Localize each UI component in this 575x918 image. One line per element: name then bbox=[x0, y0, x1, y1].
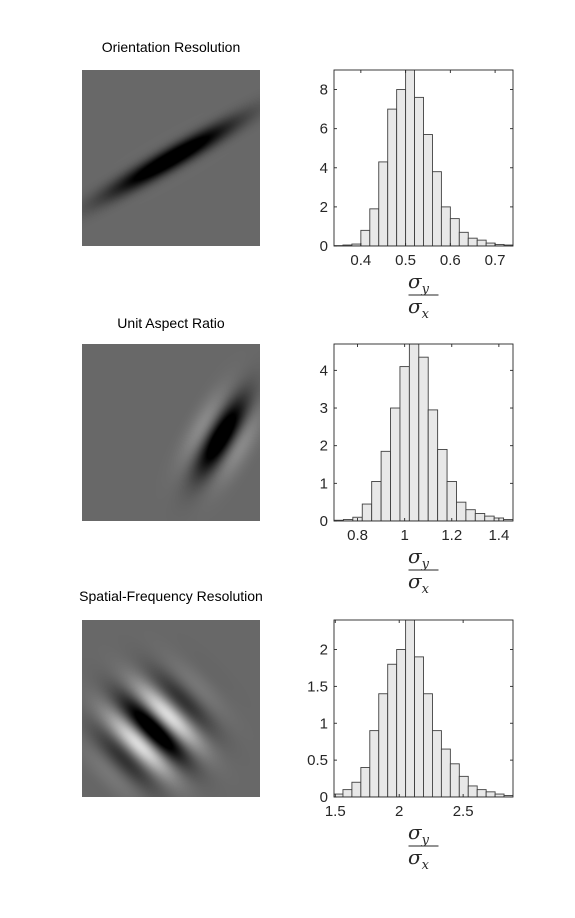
x-label-numerator: σy bbox=[408, 820, 430, 848]
histogram-bar bbox=[467, 785, 478, 797]
x-tick-label: 2.5 bbox=[453, 803, 474, 820]
x-tick-label: 0.4 bbox=[350, 252, 371, 269]
histogram-bar bbox=[378, 161, 389, 246]
histogram-bar bbox=[414, 656, 424, 797]
panel-title: Spatial-Frequency Resolution bbox=[79, 588, 263, 604]
y-tick-label: 6 bbox=[320, 121, 328, 138]
gabor-filter-image bbox=[82, 344, 260, 521]
gabor-filter-image bbox=[82, 70, 260, 246]
histogram-bar bbox=[351, 781, 362, 797]
bars bbox=[334, 344, 513, 521]
panel-title: Unit Aspect Ratio bbox=[117, 315, 225, 331]
bars bbox=[334, 620, 513, 797]
histogram-bar bbox=[342, 789, 353, 797]
histogram-bar bbox=[387, 663, 398, 797]
histogram-bar bbox=[432, 171, 442, 246]
y-tick-label: 1 bbox=[320, 715, 328, 732]
plot-frame bbox=[333, 343, 514, 522]
histogram-bar bbox=[371, 481, 382, 521]
x-label-denominator: σx bbox=[408, 845, 430, 873]
histogram-bar bbox=[485, 791, 496, 797]
histogram-bar bbox=[449, 763, 460, 797]
y-tick-label: 2 bbox=[320, 438, 328, 455]
x-tick-label: 1.4 bbox=[488, 527, 509, 544]
histogram-bar bbox=[378, 693, 389, 797]
histogram-bar bbox=[387, 108, 398, 246]
histogram-bar bbox=[408, 344, 420, 521]
gabor-filter-image bbox=[82, 620, 260, 797]
histogram-bar bbox=[440, 748, 451, 797]
x-tick-label: 0.8 bbox=[347, 527, 368, 544]
histogram-bar bbox=[360, 767, 371, 797]
histogram-bar bbox=[484, 515, 495, 521]
y-tick-label: 8 bbox=[320, 82, 328, 99]
histogram-bar bbox=[456, 501, 467, 521]
histogram-bar bbox=[465, 509, 476, 521]
histogram-bar bbox=[414, 96, 424, 246]
histogram-bar bbox=[440, 206, 451, 246]
y-tick-label: 3 bbox=[320, 400, 328, 417]
plot-frame bbox=[333, 69, 514, 247]
histogram-bar bbox=[458, 231, 469, 246]
histogram-bar bbox=[369, 730, 380, 797]
y-tick-label: 0 bbox=[320, 513, 328, 530]
histogram-bar bbox=[360, 229, 371, 246]
x-label-denominator: σx bbox=[408, 294, 430, 322]
histogram-bar bbox=[476, 789, 487, 797]
histogram-bar bbox=[369, 208, 380, 246]
histogram-bar bbox=[399, 366, 410, 521]
histogram-bar bbox=[405, 620, 416, 797]
histogram-bar bbox=[380, 450, 391, 521]
y-tick-label: 2 bbox=[320, 199, 328, 216]
histogram-bar bbox=[423, 134, 433, 246]
histogram-bar bbox=[396, 649, 407, 797]
y-tick-label: 1 bbox=[320, 475, 328, 492]
histogram-bar bbox=[474, 513, 486, 521]
x-tick-label: 2 bbox=[395, 803, 403, 820]
histogram-bar bbox=[423, 693, 433, 797]
bars bbox=[334, 70, 513, 246]
histogram-bar bbox=[449, 218, 460, 246]
x-label-numerator: σy bbox=[408, 544, 430, 572]
histogram-bar bbox=[361, 503, 373, 521]
y-tick-label: 4 bbox=[320, 362, 328, 379]
y-tick-label: 1.5 bbox=[307, 678, 328, 695]
histogram-bar bbox=[427, 409, 439, 521]
y-tick-label: 4 bbox=[320, 160, 328, 177]
y-tick-label: 2 bbox=[320, 642, 328, 659]
panel-1: Orientation Resolution 0.4 0.5 0.6 0.7 0 2 4 6 8 σ… bbox=[82, 39, 514, 322]
histogram-bar bbox=[396, 89, 407, 246]
x-tick-label: 1.5 bbox=[325, 803, 346, 820]
y-tick-label: 0 bbox=[320, 238, 328, 255]
x-tick-label: 1.2 bbox=[441, 527, 462, 544]
x-label-denominator: σx bbox=[408, 569, 430, 597]
histogram-bar bbox=[467, 237, 478, 246]
histogram-bar bbox=[405, 70, 416, 246]
histogram-bar bbox=[446, 481, 457, 521]
histogram-bar bbox=[458, 775, 469, 797]
histogram-bar bbox=[437, 448, 448, 521]
x-tick-label: 0.5 bbox=[395, 252, 416, 269]
histogram-bar bbox=[390, 407, 401, 521]
plot-frame bbox=[333, 619, 514, 798]
y-tick-label: 0.5 bbox=[307, 752, 328, 769]
histogram-bar bbox=[418, 356, 429, 521]
x-tick-label: 1 bbox=[400, 527, 408, 544]
panel-title: Orientation Resolution bbox=[102, 39, 241, 55]
x-tick-label: 0.6 bbox=[440, 252, 461, 269]
x-tick-label: 0.7 bbox=[485, 252, 506, 269]
histogram-bar bbox=[476, 239, 487, 246]
x-label-numerator: σy bbox=[408, 269, 430, 297]
histogram-bar bbox=[432, 730, 442, 797]
y-tick-label: 0 bbox=[320, 789, 328, 806]
